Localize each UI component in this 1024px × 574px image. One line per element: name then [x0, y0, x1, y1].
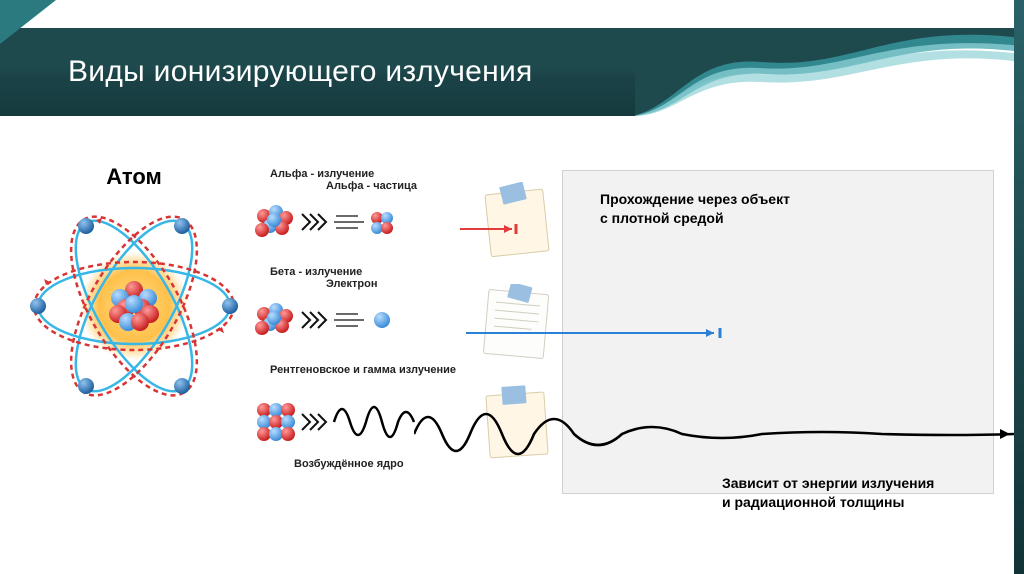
gamma-wave — [414, 394, 1014, 472]
corner-accent — [0, 0, 64, 50]
page-title: Виды ионизирующего излучения — [68, 55, 533, 89]
header-band-right — [635, 28, 1024, 116]
alpha-arrow — [460, 224, 574, 234]
penetration-area: Прохождение через объект с плотной средо… — [474, 176, 1010, 556]
atom-svg — [24, 196, 244, 416]
gamma-bottom: Возбуждённое ядро — [294, 458, 404, 470]
beta-arrow — [466, 328, 728, 338]
bottom-caption: Зависит от энергии излучения и радиацион… — [722, 474, 934, 512]
wave-decoration — [635, 28, 1022, 116]
slide: Виды ионизирующего излучения Атом — [0, 0, 1024, 574]
alpha-label1: Альфа - излучение — [270, 168, 417, 180]
paper-2 — [472, 284, 560, 366]
dense-line1: Прохождение через объект — [600, 191, 790, 207]
dense-line2: с плотной средой — [600, 210, 724, 226]
header-band: Виды ионизирующего излучения — [0, 28, 1024, 116]
beta-label1: Бета - излучение — [270, 266, 378, 278]
header-band-left: Виды ионизирующего излучения — [0, 28, 635, 116]
dense-medium-text: Прохождение через объект с плотной средо… — [600, 190, 790, 228]
atom-title: Атом — [24, 164, 244, 190]
alpha-svg — [248, 186, 468, 256]
caption-line1: Зависит от энергии излучения — [722, 475, 934, 491]
gamma-label1: Рентгеновское и гамма излучение — [270, 364, 456, 376]
atom-diagram: Атом — [24, 164, 244, 421]
paper-1 — [472, 182, 560, 264]
beta-svg — [248, 284, 468, 354]
content-area: Атом — [0, 150, 1024, 574]
caption-line2: и радиационной толщины — [722, 494, 904, 510]
